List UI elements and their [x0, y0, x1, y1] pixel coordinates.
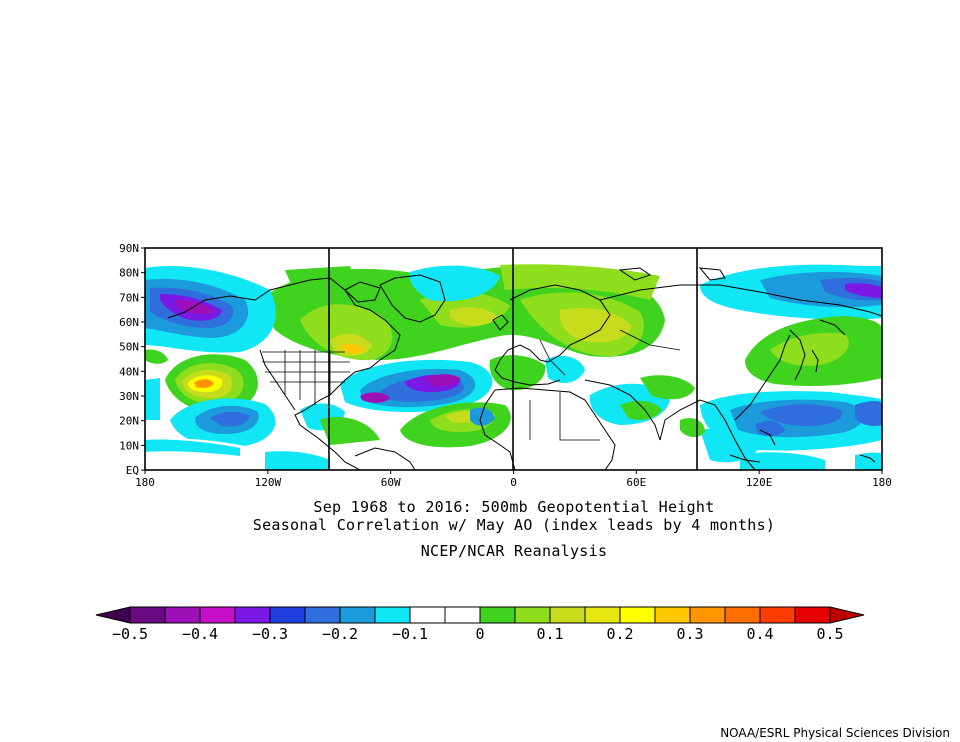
colorbar-swatch: [759, 606, 796, 624]
coastlines: [167, 267, 882, 470]
colorbar-swatch: [409, 606, 446, 624]
lon-label: 60W: [381, 476, 401, 489]
colorbar-label: −0.5: [112, 625, 148, 643]
title-line-2: Seasonal Correlation w/ May AO (index le…: [252, 516, 776, 534]
colorbar-label: −0.1: [392, 625, 428, 643]
colorbar-swatch: [549, 606, 586, 624]
colorbar-swatch: [444, 606, 481, 624]
colorbar-swatch: [199, 606, 236, 624]
lat-label: 30N: [119, 390, 139, 403]
colorbar-labels: −0.5 −0.4 −0.3 −0.2 −0.1 0 0.1 0.2 0.3 0.4 0.5: [112, 625, 844, 643]
colorbar-swatch: [304, 606, 341, 624]
colorbar-swatch: [689, 606, 726, 624]
title-line-3: NCEP/NCAR Reanalysis: [420, 542, 608, 560]
colorbar-swatch: [619, 606, 656, 624]
lat-label: 20N: [119, 415, 139, 428]
colorbar-label: 0.5: [816, 625, 843, 643]
colorbar-label: −0.2: [322, 625, 358, 643]
colorbar-swatch: [654, 606, 691, 624]
colorbar-label: −0.4: [182, 625, 218, 643]
colorbar-swatch: [164, 606, 201, 624]
colorbar-label: 0.4: [746, 625, 773, 643]
lon-label: 0: [510, 476, 517, 489]
colorbar-swatch: [234, 606, 271, 624]
colorbar-swatch: [269, 606, 306, 624]
lon-label: 60E: [626, 476, 646, 489]
latitude-axis: 90N 80N 70N 60N 50N 40N 30N 20N 10N EQ: [119, 242, 145, 477]
lat-label: EQ: [126, 464, 139, 477]
colorbar-lower-arrow: [95, 606, 131, 624]
colorbar-swatch: [479, 606, 516, 624]
lat-label: 10N: [119, 439, 139, 452]
lat-label: 40N: [119, 365, 139, 378]
lat-label: 70N: [119, 291, 139, 304]
colorbar-label: 0.3: [676, 625, 703, 643]
lon-label: 180: [135, 476, 155, 489]
lat-label: 90N: [119, 242, 139, 255]
colorbar: [95, 606, 865, 624]
lon-label: 180: [872, 476, 892, 489]
colorbar-label: 0.1: [536, 625, 563, 643]
colorbar-swatch: [724, 606, 761, 624]
political-boundaries: [262, 329, 681, 441]
colorbar-label: 0.2: [606, 625, 633, 643]
colorbar-label: 0: [475, 625, 484, 643]
colorbar-swatch: [514, 606, 551, 624]
longitude-axis: 180 120W 60W 0 60E 120E 180: [135, 470, 892, 489]
lon-label: 120E: [746, 476, 773, 489]
colorbar-swatch: [584, 606, 621, 624]
colorbar-swatch: [794, 606, 831, 624]
lon-label: 120W: [255, 476, 282, 489]
lat-label: 60N: [119, 316, 139, 329]
colorbar-swatch: [129, 606, 166, 624]
colorbar-swatch: [374, 606, 411, 624]
credit-text: NOAA/ESRL Physical Sciences Division: [720, 726, 950, 740]
title-line-1: Sep 1968 to 2016: 500mb Geopotential Hei…: [313, 498, 715, 516]
colorbar-label: −0.3: [252, 625, 288, 643]
colorbar-swatch: [339, 606, 376, 624]
colorbar-upper-arrow: [829, 606, 865, 624]
lat-label: 80N: [119, 267, 139, 280]
lat-label: 50N: [119, 341, 139, 354]
